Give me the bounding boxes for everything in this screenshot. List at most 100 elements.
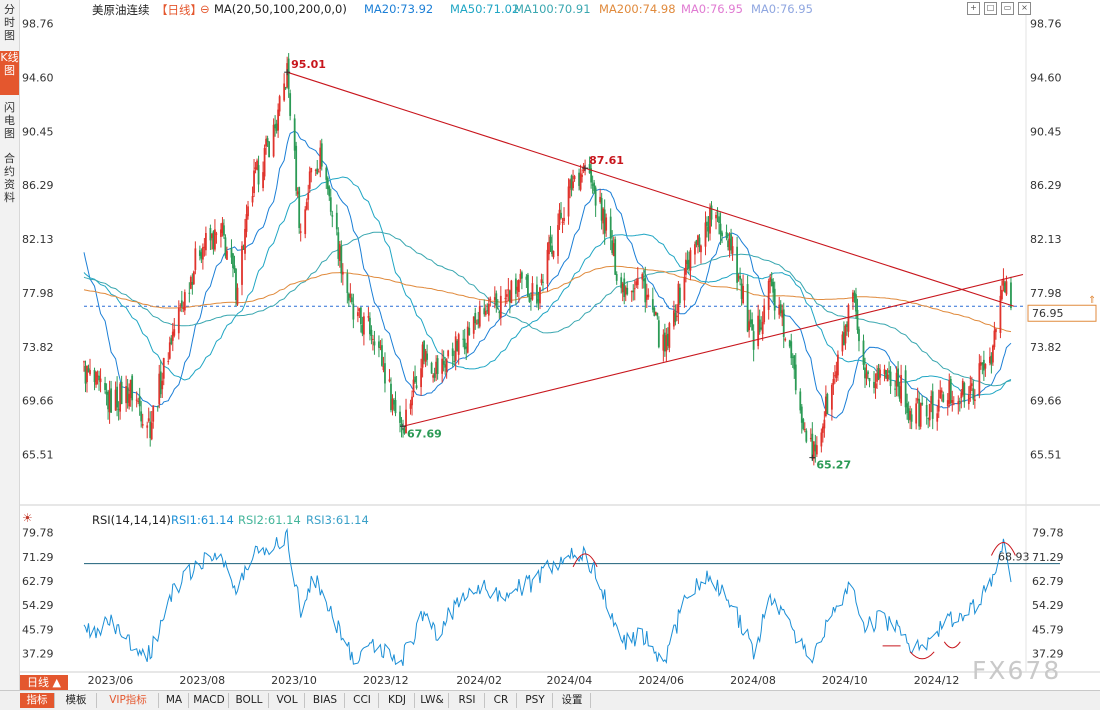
y-tick-left-5: 77.98 bbox=[22, 287, 54, 300]
candle-body bbox=[411, 396, 413, 406]
chart-stage: 98.76 98.76 94.60 94.60 90.45 90.45 86.29 86.29… bbox=[20, 0, 1100, 690]
indicator-tab-10[interactable]: LW& bbox=[416, 693, 449, 708]
candle-body bbox=[763, 305, 766, 323]
candle-body bbox=[995, 329, 997, 333]
rsi1-value: RSI1:61.14 bbox=[171, 513, 234, 527]
candle-body bbox=[698, 237, 701, 248]
indicator-tab-2[interactable]: VIP指标 bbox=[98, 693, 159, 708]
candle-body bbox=[886, 374, 889, 382]
candle-body bbox=[951, 400, 954, 403]
candle-body bbox=[679, 287, 681, 303]
indicator-tab-8[interactable]: CCI bbox=[346, 693, 379, 708]
indicator-tab-9[interactable]: KDJ bbox=[380, 693, 415, 708]
candle-body bbox=[328, 186, 331, 197]
candle-body bbox=[707, 226, 710, 232]
candle-body bbox=[335, 212, 338, 230]
candle-body bbox=[414, 376, 416, 383]
last-price-tag-text: 76.95 bbox=[1032, 307, 1064, 320]
candle-body bbox=[487, 303, 490, 316]
maximize-icon[interactable]: ▭ bbox=[1001, 2, 1014, 15]
indicator-tab-bar: 指标 模板 VIP指标 MA MACD BOLL VOL BIAS CCI KDJ LW& RSI CR… bbox=[0, 690, 1100, 710]
candle-body bbox=[981, 363, 984, 365]
indicator-tab-6[interactable]: VOL bbox=[270, 693, 305, 708]
candle-body bbox=[420, 368, 422, 388]
candle-body bbox=[468, 327, 471, 336]
candle-body bbox=[423, 340, 425, 361]
candle-body bbox=[561, 221, 564, 223]
candle-body bbox=[686, 260, 689, 265]
tab-lightning-chart[interactable]: 闪电图 bbox=[4, 101, 15, 140]
candle-body bbox=[957, 401, 960, 405]
candle-body bbox=[421, 344, 424, 368]
period-selector[interactable]: 日线 ▲ bbox=[20, 675, 68, 690]
trendline-0 bbox=[286, 71, 1015, 307]
candle-body bbox=[614, 239, 617, 275]
indicator-tab-1[interactable]: 模板 bbox=[56, 693, 97, 708]
tab-time-sharing[interactable]: 分时图 bbox=[4, 3, 15, 42]
candle-body bbox=[688, 259, 690, 269]
candle-body bbox=[740, 283, 743, 299]
indicator-settings-icon[interactable]: ☀ bbox=[22, 511, 33, 525]
candle-body bbox=[791, 356, 794, 358]
candle-body bbox=[147, 418, 150, 422]
candle-body bbox=[296, 191, 299, 195]
candle-body bbox=[656, 312, 659, 317]
candle-body bbox=[162, 358, 165, 379]
rsi-top-arc-1 bbox=[572, 553, 598, 568]
indicator-tab-5[interactable]: BOLL bbox=[230, 693, 269, 708]
candle-body bbox=[790, 341, 793, 359]
indicator-tab-3[interactable]: MA bbox=[160, 693, 189, 708]
candle-body bbox=[835, 371, 838, 378]
x-tick-7: 2024/08 bbox=[730, 674, 776, 687]
candle-body bbox=[641, 274, 644, 280]
settings-icon[interactable]: ⊖ bbox=[200, 2, 210, 16]
candle-body bbox=[632, 290, 635, 293]
candle-body bbox=[853, 292, 856, 297]
indicator-tab-13[interactable]: PSY bbox=[518, 693, 553, 708]
candle-body bbox=[642, 278, 645, 282]
candle-body bbox=[331, 215, 334, 217]
candle-body bbox=[362, 316, 365, 335]
ma0-secondary-value: MA0:76.95 bbox=[751, 2, 813, 16]
candle-body bbox=[299, 231, 302, 233]
close-icon[interactable]: × bbox=[1018, 2, 1031, 15]
candle-body bbox=[990, 355, 993, 365]
candle-body bbox=[665, 335, 668, 352]
left-tab-strip: 分时图 K线图 闪电图 合约资料 bbox=[0, 0, 20, 690]
indicator-tab-7[interactable]: BIAS bbox=[306, 693, 345, 708]
candle-body bbox=[498, 311, 501, 314]
chart-canvas[interactable]: 98.76 98.76 94.60 94.60 90.45 90.45 86.29 86.29… bbox=[20, 0, 1100, 690]
candle-body bbox=[651, 299, 654, 310]
restore-icon[interactable]: □ bbox=[984, 2, 997, 15]
candle-body bbox=[370, 329, 373, 336]
tab-contract-info[interactable]: 合约资料 bbox=[4, 152, 15, 204]
indicator-tab-14[interactable]: 设置 bbox=[554, 693, 591, 708]
candle-body bbox=[727, 240, 729, 247]
candle-body bbox=[748, 321, 751, 331]
candle-body bbox=[1004, 282, 1006, 293]
candle-body bbox=[588, 164, 591, 174]
candle-body bbox=[928, 403, 931, 421]
candle-body bbox=[182, 307, 185, 310]
indicator-tab-0[interactable]: 指标 bbox=[20, 693, 55, 708]
candle-body bbox=[799, 391, 802, 411]
candle-body bbox=[572, 181, 574, 189]
candle-body bbox=[907, 408, 910, 421]
candle-body bbox=[746, 284, 749, 332]
rsi-bottom-arc-2 bbox=[943, 641, 961, 649]
candle-body bbox=[844, 325, 847, 344]
candle-body bbox=[310, 167, 313, 173]
candle-body bbox=[539, 287, 541, 304]
candle-body bbox=[241, 245, 243, 285]
candle-body bbox=[432, 375, 435, 378]
candle-body bbox=[499, 295, 502, 318]
candle-body bbox=[633, 288, 636, 290]
candle-body bbox=[283, 83, 286, 101]
indicator-tab-12[interactable]: CR bbox=[486, 693, 517, 708]
candle-body bbox=[888, 370, 890, 373]
candle-body bbox=[340, 246, 343, 274]
indicator-tab-11[interactable]: RSI bbox=[450, 693, 485, 708]
tab-kline[interactable]: K线图 bbox=[0, 51, 19, 95]
indicator-tab-4[interactable]: MACD bbox=[190, 693, 229, 708]
crosshair-icon[interactable]: + bbox=[967, 2, 980, 15]
